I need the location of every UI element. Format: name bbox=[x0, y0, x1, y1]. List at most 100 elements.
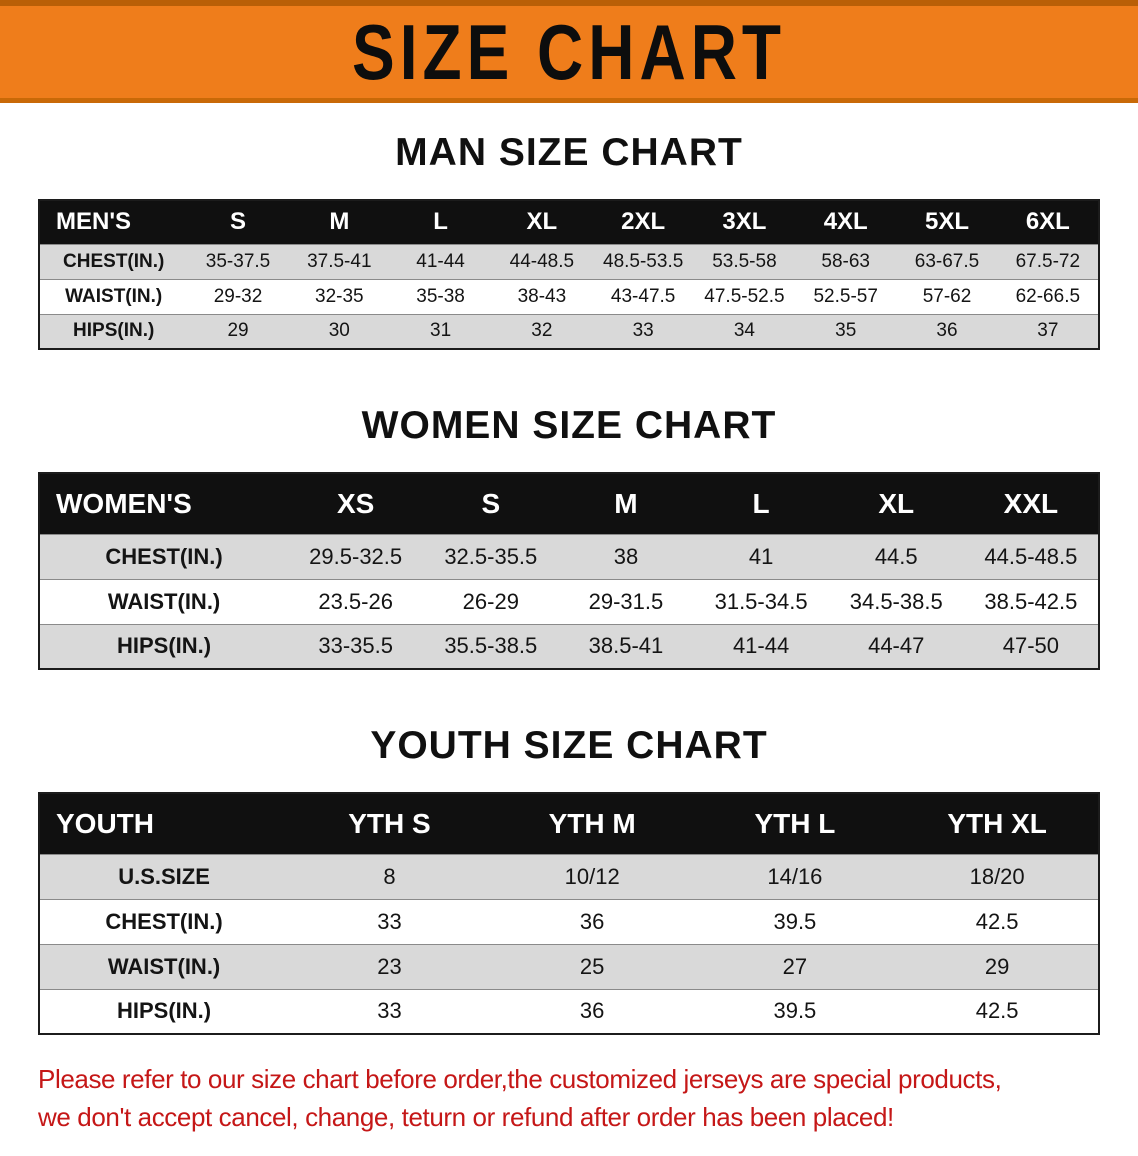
table-row: WAIST(IN.) 29-32 32-35 35-38 38-43 43-47.5 47.… bbox=[39, 278, 1099, 314]
size-value: 26-29 bbox=[423, 578, 559, 624]
women-size-chart-corner-label: WOMEN'S bbox=[56, 487, 192, 519]
table-row: CHEST(IN.) 29.5-32.5 32.5-35.5 38 41 44.5 44.5… bbox=[39, 533, 1099, 579]
size-value: 18/20 bbox=[896, 853, 1099, 899]
footer-disclaimer-line-2: we don't accept cancel, change, teturn o… bbox=[38, 1101, 894, 1132]
youth-size-chart-heading: YOUTH SIZE CHART bbox=[370, 724, 768, 767]
man-size-chart-column-header: 5XL bbox=[924, 208, 969, 236]
man-size-chart-column-header: L bbox=[433, 208, 448, 236]
women-size-chart-column-header: XXL bbox=[1003, 487, 1059, 519]
size-value: 44-47 bbox=[828, 623, 964, 669]
man-size-chart-corner-label: MEN'S bbox=[56, 208, 132, 236]
size-value: 37.5-41 bbox=[288, 243, 390, 279]
size-value: 47-50 bbox=[963, 623, 1099, 669]
size-value: 44.5-48.5 bbox=[963, 533, 1099, 579]
women-size-chart-column-header: L bbox=[752, 487, 770, 519]
size-value: 32.5-35.5 bbox=[423, 533, 559, 579]
size-value: 47.5-52.5 bbox=[693, 278, 796, 314]
size-value: 41 bbox=[693, 533, 829, 579]
table-row: U.S.SIZE 8 10/12 14/16 18/20 bbox=[39, 853, 1099, 899]
size-value: 33 bbox=[288, 898, 491, 944]
size-value: 36 bbox=[490, 988, 694, 1034]
size-value: 36 bbox=[896, 313, 998, 349]
row-label: CHEST(IN.) bbox=[39, 533, 289, 579]
youth-size-chart-column-header: YTH L bbox=[754, 807, 836, 839]
size-value: 32 bbox=[491, 313, 593, 349]
row-label: WAIST(IN.) bbox=[39, 278, 188, 314]
size-value: 32-35 bbox=[288, 278, 390, 314]
man-size-chart-column-header: M bbox=[329, 208, 350, 236]
youth-size-chart-table: YOUTH YTH S YTH M YTH L YTH XL U.S.SIZE 8 10/12… bbox=[38, 792, 1100, 1035]
size-value: 36 bbox=[490, 898, 694, 944]
size-value: 44-48.5 bbox=[491, 243, 593, 279]
man-size-chart-column-header: XL bbox=[526, 208, 558, 236]
size-value: 62-66.5 bbox=[997, 278, 1099, 314]
size-value: 58-63 bbox=[795, 243, 897, 279]
size-value: 23.5-26 bbox=[288, 578, 424, 624]
size-value: 37 bbox=[997, 313, 1099, 349]
size-value: 35.5-38.5 bbox=[423, 623, 559, 669]
size-value: 29 bbox=[187, 313, 289, 349]
size-value: 44.5 bbox=[828, 533, 964, 579]
size-value: 41-44 bbox=[389, 243, 492, 279]
footer-disclaimer: Please refer to our size chart before or… bbox=[0, 1061, 1138, 1156]
size-chart-sections: MAN SIZE CHART MEN'S S M L XL 2XL 3XL 4XL 5XL 6XL C… bbox=[0, 131, 1138, 1035]
size-value: 27 bbox=[693, 943, 897, 989]
man-size-chart-column-header: 3XL bbox=[722, 208, 767, 236]
row-label: CHEST(IN.) bbox=[39, 243, 188, 279]
man-size-chart-column-header: 2XL bbox=[621, 208, 666, 236]
size-value: 33-35.5 bbox=[288, 623, 424, 669]
size-value: 29-32 bbox=[187, 278, 289, 314]
women-size-chart-heading: WOMEN SIZE CHART bbox=[361, 404, 777, 447]
women-size-chart-header-row: WOMEN'S XS S M L XL XXL bbox=[39, 473, 1099, 534]
women-size-chart-column-header: XL bbox=[878, 487, 915, 519]
size-value: 43-47.5 bbox=[592, 278, 694, 314]
size-chart-banner: SIZE CHART bbox=[0, 0, 1138, 103]
row-label: HIPS(IN.) bbox=[39, 313, 188, 349]
women-size-chart-column-header: M bbox=[614, 487, 638, 519]
size-value: 38.5-41 bbox=[558, 623, 694, 669]
size-value: 29-31.5 bbox=[558, 578, 694, 624]
row-label: HIPS(IN.) bbox=[39, 623, 289, 669]
size-value: 35-37.5 bbox=[187, 243, 289, 279]
table-row: WAIST(IN.) 23.5-26 26-29 29-31.5 31.5-34.5 34… bbox=[39, 578, 1099, 624]
youth-size-chart-header-row: YOUTH YTH S YTH M YTH L YTH XL bbox=[39, 793, 1099, 854]
size-value: 34 bbox=[693, 313, 796, 349]
size-value: 67.5-72 bbox=[997, 243, 1099, 279]
women-size-chart-column-header: XS bbox=[336, 487, 375, 519]
row-label: U.S.SIZE bbox=[39, 853, 289, 899]
man-size-chart-table: MEN'S S M L XL 2XL 3XL 4XL 5XL 6XL CHEST(IN.) 35-37… bbox=[38, 199, 1100, 350]
size-value: 29.5-32.5 bbox=[288, 533, 424, 579]
table-row: HIPS(IN.) 29 30 31 32 33 34 35 36 37 bbox=[39, 313, 1099, 349]
row-label: HIPS(IN.) bbox=[39, 988, 289, 1034]
women-size-chart-table: WOMEN'S XS S M L XL XXL CHEST(IN.) 29.5-32.5 32.5… bbox=[38, 472, 1100, 670]
size-value: 48.5-53.5 bbox=[592, 243, 694, 279]
size-value: 31 bbox=[389, 313, 492, 349]
youth-size-chart-column-header: YTH M bbox=[548, 807, 636, 839]
size-value: 14/16 bbox=[693, 853, 897, 899]
size-value: 31.5-34.5 bbox=[693, 578, 829, 624]
size-value: 23 bbox=[288, 943, 491, 989]
size-value: 10/12 bbox=[490, 853, 694, 899]
size-value: 53.5-58 bbox=[693, 243, 796, 279]
size-value: 63-67.5 bbox=[896, 243, 998, 279]
row-label: WAIST(IN.) bbox=[39, 578, 289, 624]
table-row: CHEST(IN.) 35-37.5 37.5-41 41-44 44-48.5 48.5… bbox=[39, 243, 1099, 279]
size-value: 35 bbox=[795, 313, 897, 349]
youth-size-chart-corner-label: YOUTH bbox=[56, 807, 154, 839]
size-chart-title: SIZE CHART bbox=[352, 8, 786, 96]
man-size-chart-column-header: S bbox=[230, 208, 247, 236]
footer-disclaimer-line-1: Please refer to our size chart before or… bbox=[38, 1064, 1002, 1094]
size-value: 38-43 bbox=[491, 278, 593, 314]
man-size-chart-column-header: 6XL bbox=[1025, 208, 1070, 236]
man-size-chart-heading: MAN SIZE CHART bbox=[395, 131, 743, 174]
size-value: 39.5 bbox=[693, 898, 897, 944]
size-value: 35-38 bbox=[389, 278, 492, 314]
size-value: 8 bbox=[288, 853, 491, 899]
size-value: 41-44 bbox=[693, 623, 829, 669]
row-label: CHEST(IN.) bbox=[39, 898, 289, 944]
row-label: WAIST(IN.) bbox=[39, 943, 289, 989]
size-value: 38 bbox=[558, 533, 694, 579]
size-value: 52.5-57 bbox=[795, 278, 897, 314]
youth-size-chart-column-header: YTH XL bbox=[947, 807, 1047, 839]
